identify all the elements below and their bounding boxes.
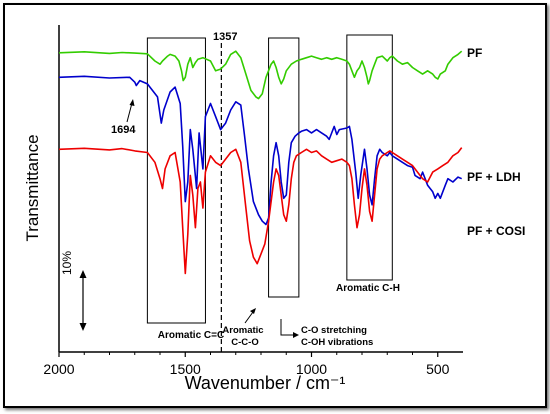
box-label-aromatic-cc: Aromatic C=C (158, 330, 224, 341)
x-tick-label: 500 (426, 361, 450, 377)
peak-1694-arrow (126, 102, 133, 123)
region-box-co-stretching (268, 37, 300, 298)
region-box-aromatic-ch (346, 34, 393, 281)
x-tick-label: 1000 (296, 361, 327, 377)
series-label-pf-ldh: PF + LDH (467, 170, 521, 184)
series-label-pf-cosi: PF + COSI (467, 224, 525, 238)
label-aromatic-cco-1: Aromatic (222, 325, 263, 336)
dashed-line-label: 1357 (213, 31, 237, 43)
series-line-pf (58, 50, 463, 100)
y-axis-title: Transmittance (23, 134, 42, 241)
peak-1694-arrowhead (129, 99, 135, 106)
co-bracket (280, 319, 297, 336)
x-tick-label: 1500 (170, 361, 201, 377)
co-bracket-arrowhead (293, 332, 299, 338)
label-coh-vibrations: C-OH vibrations (301, 337, 373, 348)
peak-label-1694: 1694 (111, 124, 136, 136)
cco-arrow (244, 311, 254, 324)
label-aromatic-cco-2: C-C-O (231, 337, 258, 348)
scale-bar (79, 270, 87, 331)
x-tick-label: 2000 (43, 361, 74, 377)
series-line-pf-ldh (58, 147, 463, 275)
ftir-chart: 2000 1500 1000 500 Wavenumber / cm⁻¹ Transm… (23, 25, 525, 393)
chart-frame: 2000 1500 1000 500 Wavenumber / cm⁻¹ Transm… (3, 3, 547, 408)
x-axis-title: Wavenumber / cm⁻¹ (185, 373, 346, 393)
cco-arrowhead (250, 308, 256, 314)
box-label-aromatic-ch: Aromatic C-H (336, 283, 400, 294)
series-label-pf: PF (467, 46, 482, 60)
scale-bar-label: 10% (60, 251, 74, 275)
label-co-stretching: C-O stretching (301, 325, 367, 336)
series-line-pf-cosi (58, 75, 463, 226)
